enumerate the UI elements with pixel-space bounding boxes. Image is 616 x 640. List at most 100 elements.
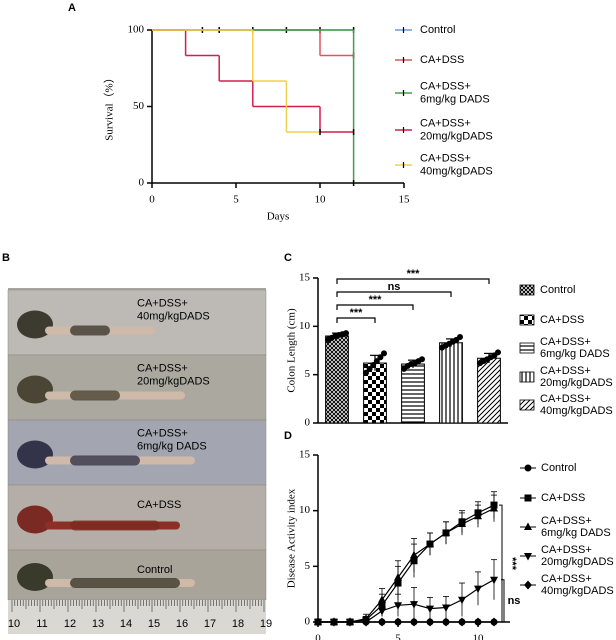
y-axis-label: Survival（%） [103,72,116,140]
legend-label: CA+DSS [541,492,585,504]
marker [524,580,532,590]
marker [442,528,450,536]
x-tick-label: 5 [395,633,401,640]
marker [394,602,402,610]
marker [524,494,532,502]
legend-label: CA+DSS+ 40mg/kgDADS [541,573,614,597]
data-point [373,358,380,365]
marker [524,464,532,472]
ruler-label: 17 [204,618,216,630]
x-tick-label: 10 [473,633,485,640]
marker [490,576,498,585]
data-point [457,333,463,340]
colon-content [70,520,160,531]
y-tick-label: 0 [305,616,311,628]
y-tick-label: 10 [299,320,311,332]
data-point [366,365,373,372]
y-tick-label: 5 [305,560,311,572]
significance-label: ns [508,595,521,607]
significance-bracket [336,317,376,323]
bar [325,335,349,424]
marker [458,596,466,605]
marker [314,617,322,627]
x-tick-label: 5 [233,194,239,206]
significance-label: *** [350,307,364,319]
marker [524,522,532,530]
photo-label: CA+DSS+ 6mg/kg DADS [137,427,207,452]
legend-swatch [519,284,535,296]
data-point [495,349,501,356]
legend-label: CA+DSS+ 6mg/kg DADS [541,515,611,539]
marker [394,617,402,627]
marker [426,605,434,614]
ruler-label: 19 [260,618,272,630]
photo-label: CA+DSS+ 40mg/kgDADS [137,297,210,322]
legend-swatch [519,342,535,354]
x-tick-label: 10 [315,194,327,206]
legend-label: CA+DSS+ 20mg/kgDADS [420,117,493,142]
legend-label: CA+DSS+ 40mg/kgDADS [540,393,613,417]
marker [378,617,386,627]
legend-swatch [519,314,535,326]
bar [439,342,463,424]
marker [346,617,354,627]
panel-label: B [2,252,10,264]
y-tick-label: 0 [139,177,145,189]
bar [401,363,425,424]
significance-bracket [336,304,414,310]
bar [477,357,501,424]
ruler-label: 18 [232,618,244,630]
ruler-label: 12 [64,618,76,630]
marker [378,607,386,616]
colon-cecum [17,505,53,534]
marker [490,503,498,512]
marker [330,617,338,627]
x-tick-label: 0 [315,633,321,640]
significance-label: *** [506,557,518,571]
colon-cecum [17,310,53,339]
legend-swatch [519,399,535,411]
y-tick-label: 5 [305,368,311,380]
colon-content [70,390,120,401]
data-point [343,330,349,337]
marker [458,519,466,528]
marker [394,572,402,581]
photo-label: CA+DSS+ 20mg/kgDADS [137,362,210,387]
photo-label: Control [137,564,172,576]
y-tick-label: 15 [299,272,311,284]
x-axis-label: Days [267,211,290,223]
legend-label: Control [541,462,576,474]
y-tick-label: 10 [299,504,311,516]
significance-label: *** [369,294,383,306]
marker [362,617,370,627]
marker [474,585,482,594]
marker [410,601,418,609]
colon-cecum [17,563,53,591]
marker [426,539,434,548]
legend-label: CA+DSS+ 6mg/kg DADS [420,80,490,105]
legend-label: CA+DSS+ 20mg/kgDADS [541,544,614,568]
y-axis-label: Disease Activity index [286,488,298,588]
series-line [318,579,495,623]
marker [524,553,532,561]
x-tick-label: 15 [399,194,411,206]
y-tick-label: 15 [299,449,311,461]
y-tick-label: 50 [133,100,145,112]
ruler-label: 11 [36,618,47,630]
panel-label: A [68,2,76,14]
legend-label: Control [540,284,575,296]
data-point [419,356,425,363]
marker [378,595,386,603]
colon-cecum [17,375,53,404]
marker [442,617,450,627]
data-point [370,362,377,368]
legend-label: Control [420,24,455,36]
colon-content [70,325,110,336]
significance-bracket [501,579,505,623]
colon-content [70,578,180,588]
ruler-label: 16 [176,618,188,630]
legend-swatch [519,371,535,383]
colon-content [70,455,140,466]
legend-label: CA+DSS [420,54,464,66]
significance-bracket [499,504,503,623]
